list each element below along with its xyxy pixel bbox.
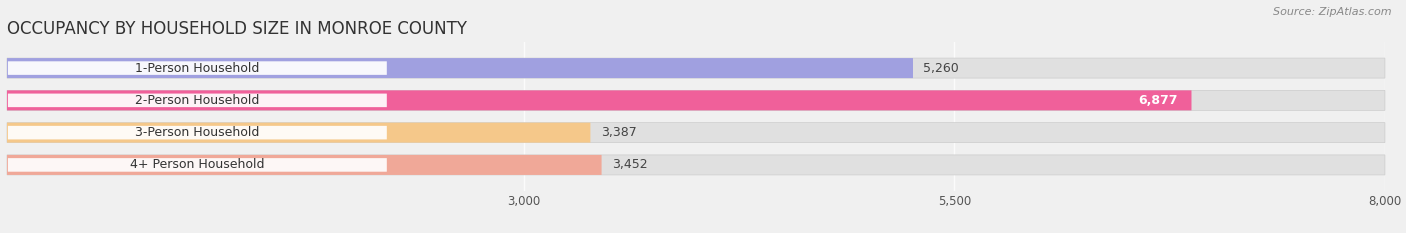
FancyBboxPatch shape <box>7 90 1385 110</box>
FancyBboxPatch shape <box>8 94 387 107</box>
Text: OCCUPANCY BY HOUSEHOLD SIZE IN MONROE COUNTY: OCCUPANCY BY HOUSEHOLD SIZE IN MONROE CO… <box>7 20 467 38</box>
FancyBboxPatch shape <box>7 90 1191 110</box>
FancyBboxPatch shape <box>7 123 1385 143</box>
Text: 2-Person Household: 2-Person Household <box>135 94 260 107</box>
Text: 3,387: 3,387 <box>600 126 637 139</box>
Text: 3-Person Household: 3-Person Household <box>135 126 260 139</box>
FancyBboxPatch shape <box>7 155 1385 175</box>
FancyBboxPatch shape <box>8 158 387 172</box>
FancyBboxPatch shape <box>8 126 387 139</box>
Text: Source: ZipAtlas.com: Source: ZipAtlas.com <box>1274 7 1392 17</box>
Text: 5,260: 5,260 <box>924 62 959 75</box>
Text: 1-Person Household: 1-Person Household <box>135 62 260 75</box>
FancyBboxPatch shape <box>7 155 602 175</box>
Text: 4+ Person Household: 4+ Person Household <box>131 158 264 171</box>
FancyBboxPatch shape <box>7 58 1385 78</box>
FancyBboxPatch shape <box>7 123 591 143</box>
Text: 3,452: 3,452 <box>612 158 648 171</box>
FancyBboxPatch shape <box>8 61 387 75</box>
FancyBboxPatch shape <box>7 58 912 78</box>
Text: 6,877: 6,877 <box>1139 94 1178 107</box>
